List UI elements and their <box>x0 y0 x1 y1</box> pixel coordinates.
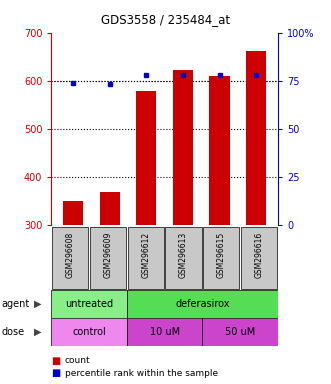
Text: GSM296608: GSM296608 <box>66 232 75 278</box>
Bar <box>51 290 127 318</box>
Text: dose: dose <box>2 327 25 337</box>
Text: GDS3558 / 235484_at: GDS3558 / 235484_at <box>101 13 230 26</box>
Text: percentile rank within the sample: percentile rank within the sample <box>65 369 218 378</box>
Bar <box>100 192 120 225</box>
Text: ■: ■ <box>51 356 61 366</box>
Bar <box>203 227 240 289</box>
Bar <box>128 227 164 289</box>
Text: ■: ■ <box>51 368 61 378</box>
Bar <box>203 318 278 346</box>
Bar <box>127 290 278 318</box>
Text: control: control <box>72 327 106 337</box>
Text: GSM296612: GSM296612 <box>141 232 150 278</box>
Text: 50 uM: 50 uM <box>225 327 256 337</box>
Text: GSM296616: GSM296616 <box>255 232 264 278</box>
Text: ▶: ▶ <box>34 299 42 309</box>
Text: 10 uM: 10 uM <box>150 327 180 337</box>
Bar <box>52 227 88 289</box>
Bar <box>210 76 230 225</box>
Text: agent: agent <box>2 299 30 309</box>
Text: ▶: ▶ <box>34 327 42 337</box>
Text: GSM296615: GSM296615 <box>217 232 226 278</box>
Text: deferasirox: deferasirox <box>175 299 230 309</box>
Bar <box>241 227 277 289</box>
Text: untreated: untreated <box>65 299 113 309</box>
Text: GSM296609: GSM296609 <box>104 232 113 278</box>
Bar <box>51 318 127 346</box>
Text: GSM296613: GSM296613 <box>179 232 188 278</box>
Bar <box>136 91 157 225</box>
Bar <box>166 227 202 289</box>
Text: count: count <box>65 356 90 366</box>
Bar <box>246 51 266 225</box>
Bar <box>127 318 203 346</box>
Bar <box>90 227 126 289</box>
Bar <box>63 201 83 225</box>
Bar <box>173 70 193 225</box>
